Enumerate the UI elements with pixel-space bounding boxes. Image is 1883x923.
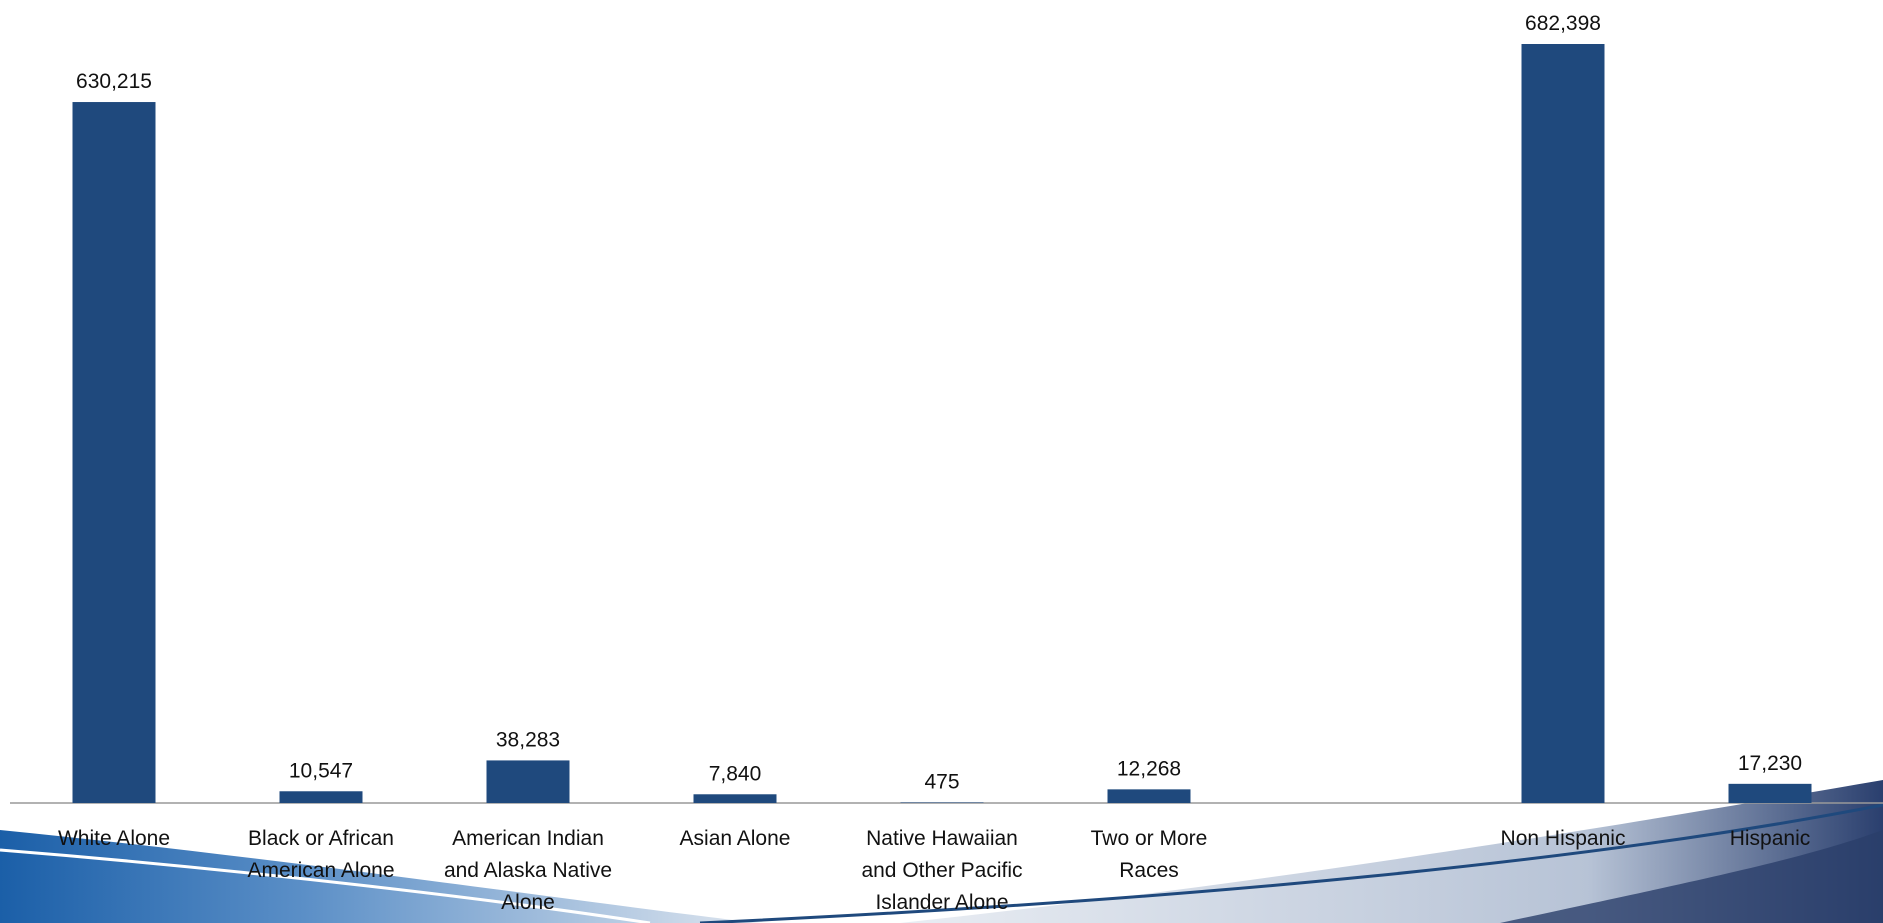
bar — [1521, 44, 1605, 803]
x-tick-label: American Indian and Alaska Native Alone — [444, 827, 612, 914]
bar — [900, 802, 984, 803]
x-tick-label: Non Hispanic — [1501, 827, 1626, 850]
value-label: 12,268 — [1117, 757, 1181, 780]
bar — [486, 760, 570, 803]
value-label: 475 — [924, 770, 959, 793]
bar — [72, 102, 156, 803]
value-label: 38,283 — [496, 728, 560, 751]
bar — [279, 791, 363, 803]
background-decoration — [0, 780, 1883, 923]
value-label: 10,547 — [289, 759, 353, 782]
x-tick-label: Two or More Races — [1091, 827, 1208, 882]
bar — [693, 794, 777, 803]
x-tick-label: White Alone — [58, 827, 170, 850]
bar — [1107, 789, 1191, 803]
x-tick-label: Native Hawaiian and Other Pacific Islander… — [861, 827, 1022, 914]
x-tick-label: Hispanic — [1730, 827, 1811, 850]
value-label: 682,398 — [1525, 12, 1601, 35]
value-label: 17,230 — [1738, 752, 1802, 775]
value-label: 7,840 — [709, 762, 762, 785]
value-label: 630,215 — [76, 70, 152, 93]
x-tick-label: Black or African American Alone — [247, 827, 394, 882]
x-tick-label: Asian Alone — [680, 827, 791, 850]
bar — [1728, 783, 1812, 803]
